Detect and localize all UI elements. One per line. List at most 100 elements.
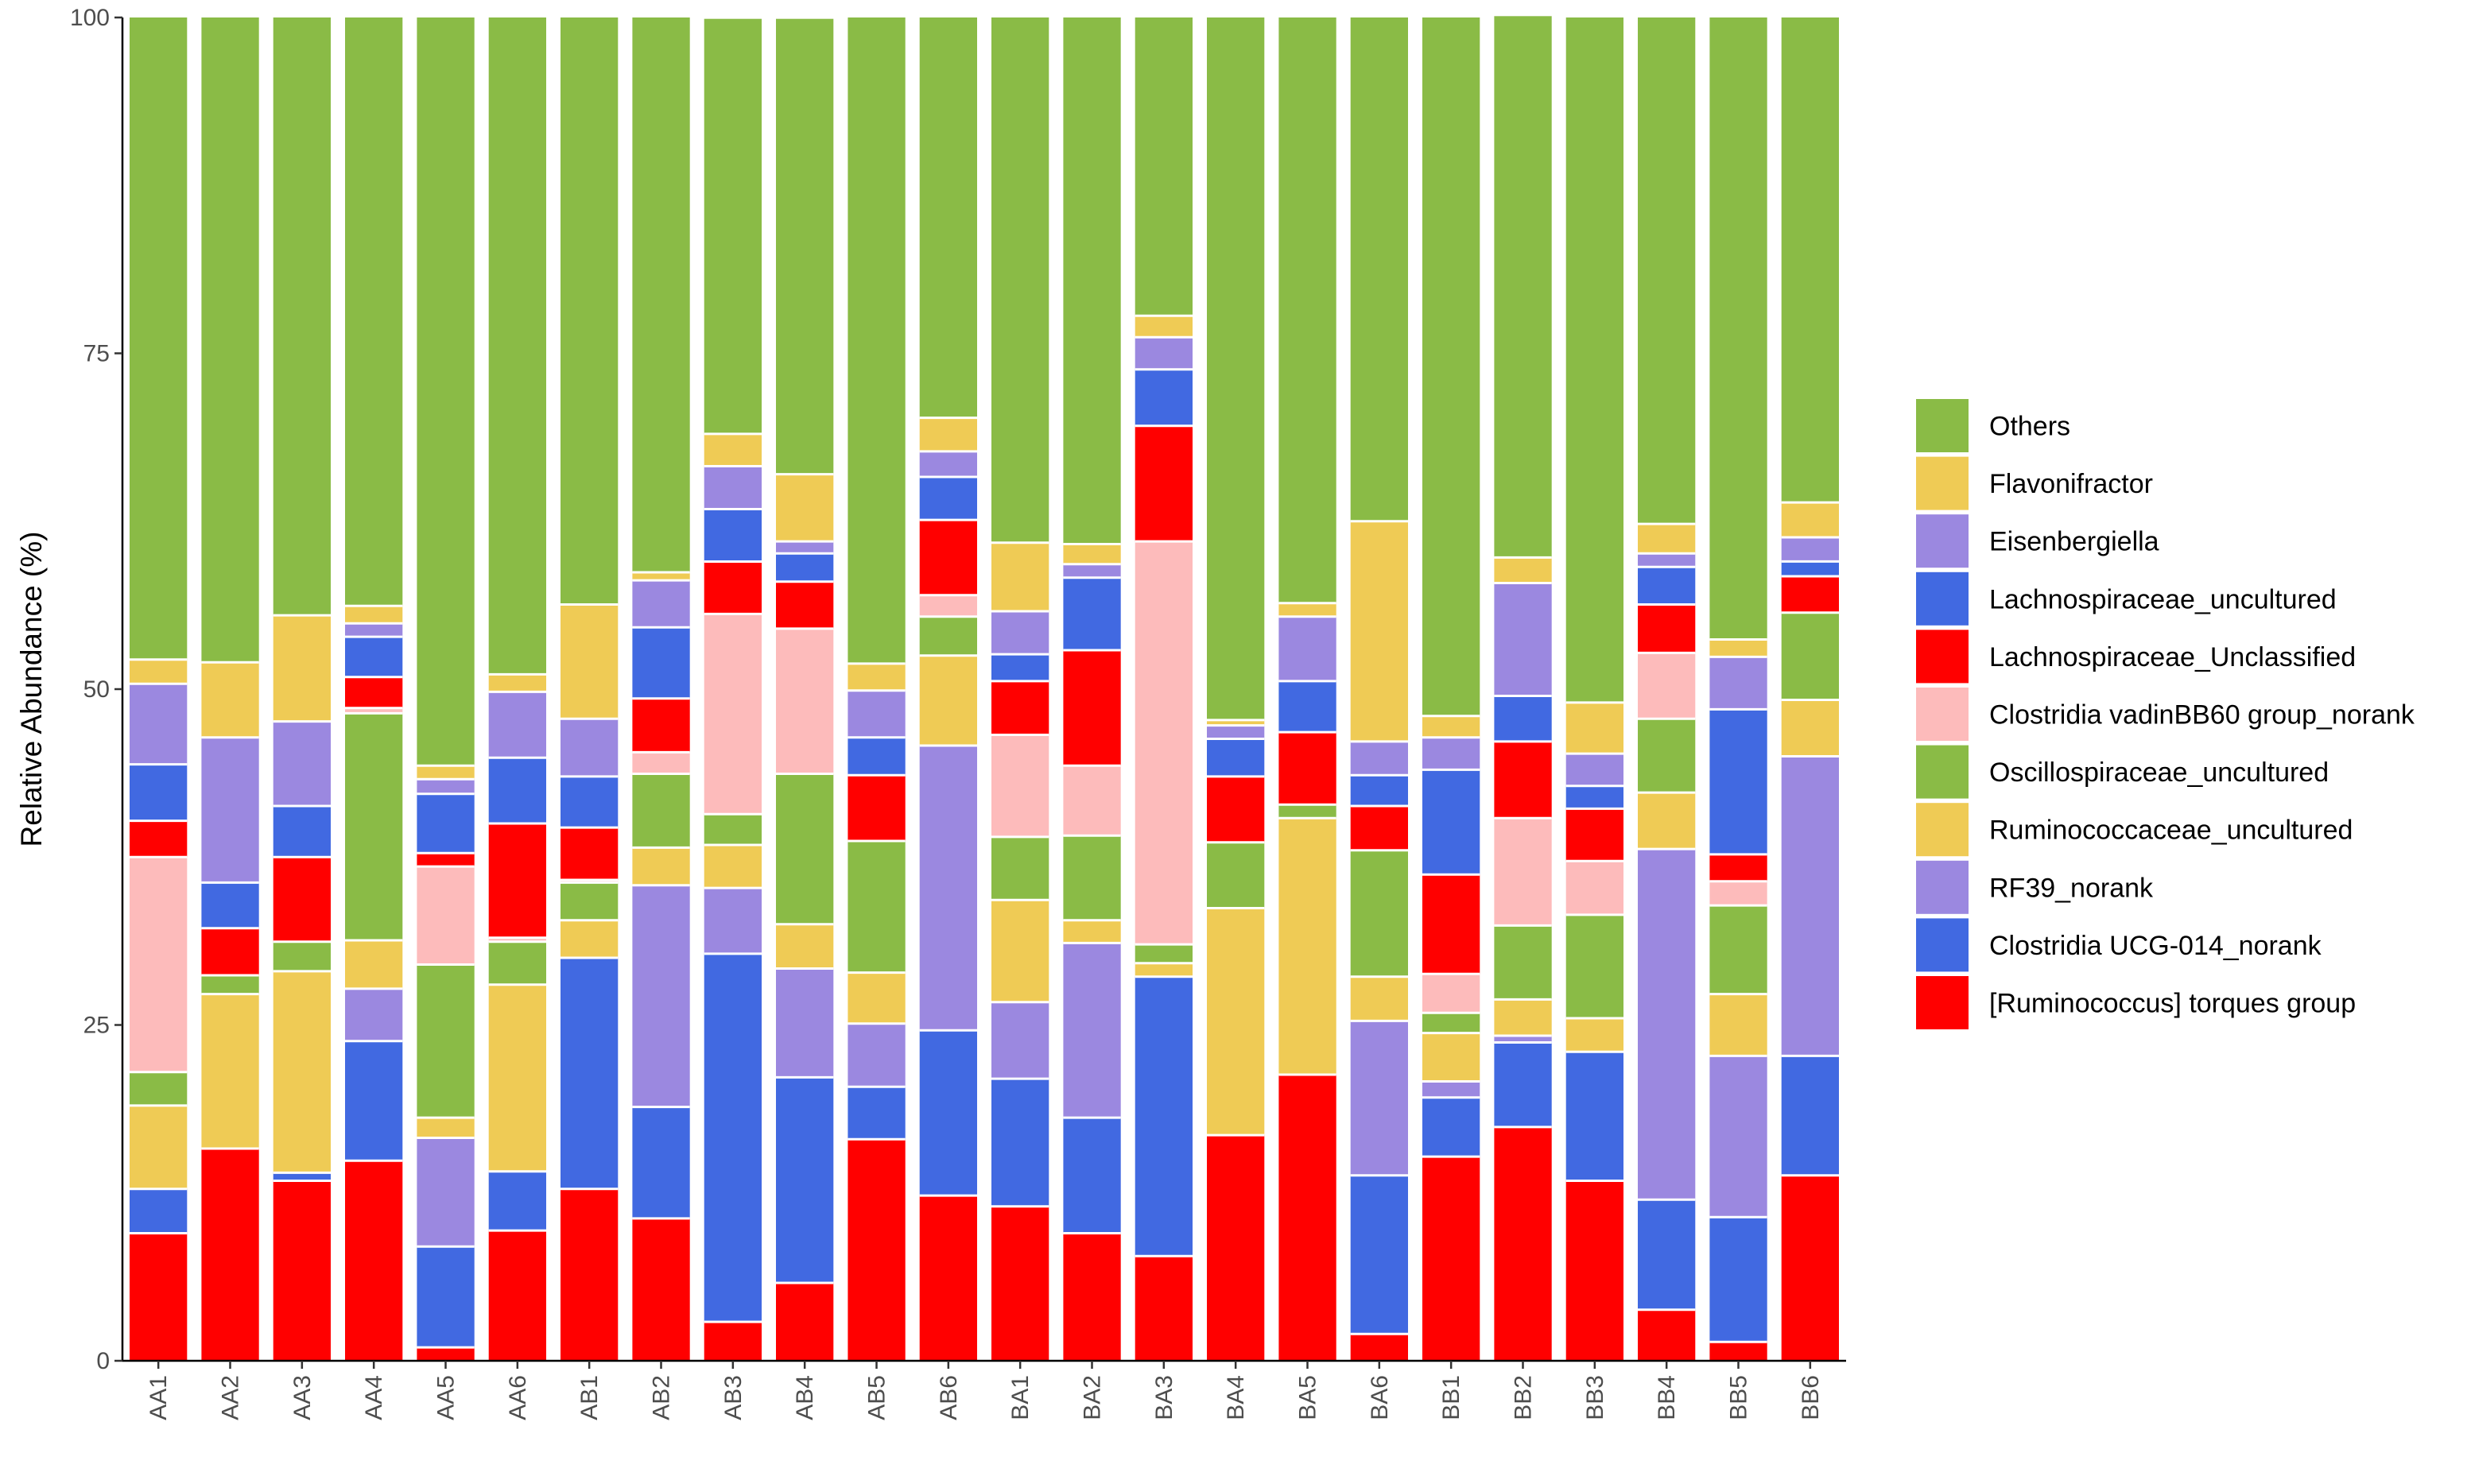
x-tick-label: BA2 (1080, 1375, 1106, 1420)
bar-segment-BA5-3 (1278, 818, 1336, 1075)
bar-segment-BB5-0 (1709, 1342, 1767, 1361)
bar-segment-AB2-2 (632, 885, 690, 1107)
bar-segment-AA4-2 (345, 988, 403, 1041)
bar-segment-AA1-7 (130, 764, 188, 821)
bar-segment-BA5-10 (1278, 17, 1336, 603)
bar-segment-AA4-5 (345, 707, 403, 714)
bar-segment-BA2-4 (1063, 835, 1121, 920)
bar-segment-AB2-3 (632, 847, 690, 885)
x-tick-label: BB1 (1438, 1375, 1464, 1420)
bar-segment-AB3-10 (704, 18, 762, 434)
bar-segment-AA5-3 (417, 1118, 475, 1138)
bar-segment-AB3-1 (704, 953, 762, 1322)
bar-segment-BA6-6 (1350, 806, 1408, 850)
x-tick-label: BA5 (1295, 1375, 1321, 1420)
bar-segment-BB4-3 (1638, 792, 1696, 850)
legend: Others Flavonifractor Eisenbergiella Lachno… (1916, 399, 2415, 1029)
bar-segment-AA4-7 (345, 637, 403, 677)
x-tick-label: AB5 (864, 1375, 890, 1420)
bar-segment-AB1-8 (561, 719, 619, 777)
bar-segment-AA1-6 (130, 820, 188, 858)
bar-segment-BB6-8 (1781, 537, 1839, 562)
bar-segment-BB2-0 (1494, 1126, 1552, 1361)
bar-segment-AA2-9 (201, 662, 259, 738)
bar-segment-BA2-5 (1063, 765, 1121, 836)
bar-segment-AB1-6 (561, 827, 619, 880)
bar-segment-BA3-10 (1135, 17, 1193, 316)
bar-segment-BA4-9 (1207, 719, 1265, 726)
bar-segment-BB4-1 (1638, 1199, 1696, 1310)
bar-segment-AB2-4 (632, 773, 690, 848)
bar-segment-AA2-3 (201, 994, 259, 1149)
bar-segment-AB3-5 (704, 614, 762, 815)
bar-segment-AB2-6 (632, 698, 690, 753)
x-tick-label: AA4 (361, 1375, 387, 1420)
x-tick-label: AA3 (289, 1375, 316, 1420)
bar-segment-BA6-7 (1350, 775, 1408, 807)
bar-segment-BA2-8 (1063, 564, 1121, 578)
bar-segment-BB2-4 (1494, 925, 1552, 1000)
bar-segment-BA1-2 (991, 1002, 1049, 1079)
x-tick-label: BB2 (1511, 1375, 1537, 1420)
bar-segment-BB6-4 (1781, 612, 1839, 700)
bar-segment-BB4-9 (1638, 524, 1696, 554)
bar-segment-AA2-7 (201, 882, 259, 928)
bar-segment-BA3-9 (1135, 316, 1193, 338)
legend-key (1916, 630, 1969, 684)
bar-segment-BB2-2 (1494, 1036, 1552, 1043)
legend-label: Ruminococcaceae_uncultured (1989, 816, 2353, 846)
bar-segment-BB6-10 (1781, 17, 1839, 503)
bar-segment-AB4-0 (776, 1283, 834, 1361)
bar-segment-AA4-0 (345, 1160, 403, 1361)
bar-segment-BA5-6 (1278, 732, 1336, 805)
bar-segment-BB2-10 (1494, 16, 1552, 558)
bar-segment-BA5-7 (1278, 680, 1336, 733)
bar-segment-AA5-7 (417, 793, 475, 854)
x-tick-label: AA2 (218, 1375, 244, 1420)
x-tick-label: BB6 (1798, 1375, 1824, 1420)
bar-segment-BA1-5 (991, 734, 1049, 837)
bar-segment-BB6-0 (1781, 1175, 1839, 1361)
bar-segment-AB4-6 (776, 581, 834, 629)
bar-segment-AB3-7 (704, 509, 762, 562)
legend-key (1916, 918, 1969, 972)
bar-segment-AA5-2 (417, 1137, 475, 1247)
bar-segment-AB1-0 (561, 1188, 619, 1361)
bar-segment-BB1-9 (1422, 715, 1480, 738)
bar-segment-AA1-8 (130, 684, 188, 765)
y-tick-label: 25 (83, 1013, 110, 1039)
legend-key (1916, 976, 1969, 1029)
bar-segment-BA4-3 (1207, 908, 1265, 1136)
bar-segment-AB1-7 (561, 776, 619, 828)
bar-segment-BB3-4 (1565, 914, 1623, 1018)
bar-segment-BB2-5 (1494, 818, 1552, 926)
bar-segment-BB3-7 (1565, 785, 1623, 809)
bar-segment-AB1-9 (561, 604, 619, 719)
bar-segment-BB1-2 (1422, 1081, 1480, 1098)
x-tick-label: AA5 (433, 1375, 460, 1420)
bar-segment-BA4-8 (1207, 725, 1265, 739)
bar-segment-BA4-7 (1207, 738, 1265, 777)
bar-segment-BA5-9 (1278, 603, 1336, 617)
legend-label: Clostridia vadinBB60 group_norank (1989, 700, 2415, 730)
bar-segment-AB4-4 (776, 773, 834, 924)
x-tick-label: BA6 (1367, 1375, 1393, 1420)
bar-segment-AA5-9 (417, 765, 475, 780)
bar-segment-BB4-8 (1638, 553, 1696, 568)
bar-segment-BA5-4 (1278, 804, 1336, 819)
bar-segment-AA6-4 (488, 941, 546, 985)
bar-segment-AB6-9 (919, 417, 977, 451)
bar-segment-AB1-4 (561, 882, 619, 920)
bar-segment-BA3-3 (1135, 963, 1193, 977)
y-tick-label: 100 (70, 5, 110, 31)
bar-segment-AB4-3 (776, 924, 834, 969)
bar-segment-BB5-10 (1709, 17, 1767, 640)
bar-segment-BA4-6 (1207, 776, 1265, 843)
y-tick-label: 50 (83, 676, 110, 703)
bar-segment-AA6-8 (488, 692, 546, 758)
bar-segment-AB3-0 (704, 1322, 762, 1361)
bar-segment-AB6-8 (919, 451, 977, 477)
legend-label: Oscillospiraceae_uncultured (1989, 757, 2329, 788)
bar-segment-BA1-1 (991, 1079, 1049, 1207)
